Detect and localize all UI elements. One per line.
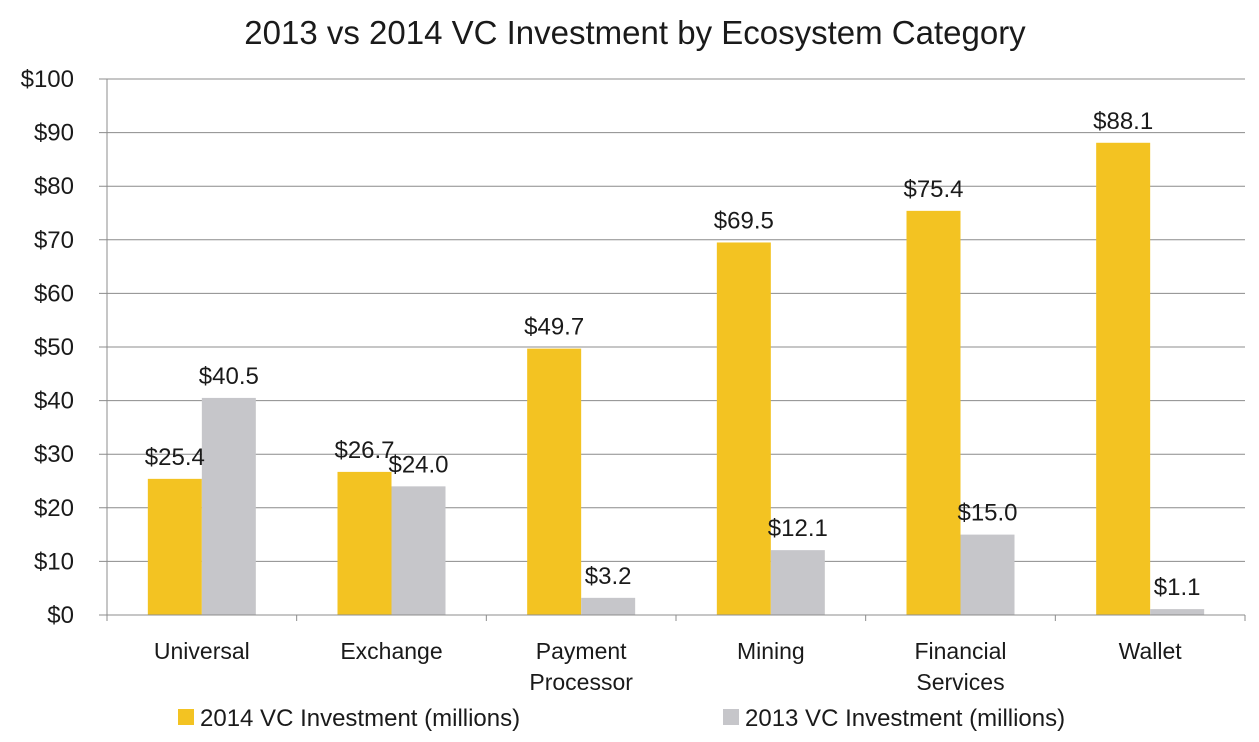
x-category-line: Payment [536,638,627,664]
x-category-label: Mining [737,638,805,664]
y-tick-label: $20 [34,495,74,522]
x-category-line: Processor [529,669,633,695]
legend-swatch [178,709,194,725]
data-label: $3.2 [585,563,632,590]
x-category-line: Financial [914,638,1006,664]
data-label: $49.7 [524,314,584,341]
x-category-label: Universal [154,638,250,664]
y-tick-label: $90 [34,120,74,147]
bar-2013 [960,534,1015,615]
x-category-label: Wallet [1119,638,1183,664]
y-tick-label: $60 [34,280,74,307]
x-category-line: Mining [737,638,805,664]
bar-2013 [1150,609,1205,615]
x-category-line: Services [916,669,1004,695]
y-tick-label: $10 [34,548,74,575]
bar-2014 [1096,142,1151,615]
data-label: $25.4 [145,444,205,471]
x-category-label: Financial Services [914,638,1006,695]
data-label: $12.1 [768,515,828,542]
y-tick-label: $40 [34,388,74,415]
x-category-line: Wallet [1119,638,1183,664]
x-category-line: Exchange [340,638,442,664]
legend-label: 2014 VC Investment (millions) [200,705,520,732]
bar-2013 [201,397,256,615]
data-label: $75.4 [903,176,963,203]
bar-2014 [906,210,961,615]
bar-2013 [770,550,825,615]
data-label: $69.5 [714,207,774,234]
y-tick-label: $0 [47,602,74,629]
x-category-line: Universal [154,638,250,664]
data-labels: $25.4 $40.5 $26.7$24.0 $49.7 $3.2 $69.5 $12.1 $… [145,108,1201,601]
data-label: $88.1 [1093,108,1153,135]
bar-2014 [716,242,771,616]
bars [147,142,1205,616]
legend: 2014 VC Investment (millions) 2013 VC Inv… [178,705,1065,732]
x-axis-categories: Universal Exchange Payment Processor Mining F… [154,638,1182,695]
data-label: $15.0 [957,500,1017,527]
y-tick-label: $70 [34,227,74,254]
y-tick-label: $100 [21,66,74,93]
legend-swatch [723,709,739,725]
x-category-label: Payment Processor [529,638,633,695]
data-label: $1.1 [1154,574,1201,601]
x-axis [106,79,1246,621]
legend-label: 2013 VC Investment (millions) [745,705,1065,732]
bar-2014 [147,478,202,615]
data-label: $26.7 [334,437,394,464]
chart-title: 2013 vs 2014 VC Investment by Ecosystem … [244,14,1026,51]
y-axis-ticks: $0 $10 $20 $30 $40 $50 $60 $70 $80 $90 $100 [21,66,74,629]
data-label: $24.0 [388,451,448,478]
gridlines [99,78,1245,616]
bar-2014 [337,471,392,615]
bar-2013 [391,486,446,615]
y-tick-label: $80 [34,173,74,200]
y-tick-label: $50 [34,334,74,361]
data-label: $40.5 [199,363,259,390]
bar-2013 [581,597,636,615]
x-category-label: Exchange [340,638,442,664]
y-tick-label: $30 [34,441,74,468]
bar-2014 [527,348,582,615]
